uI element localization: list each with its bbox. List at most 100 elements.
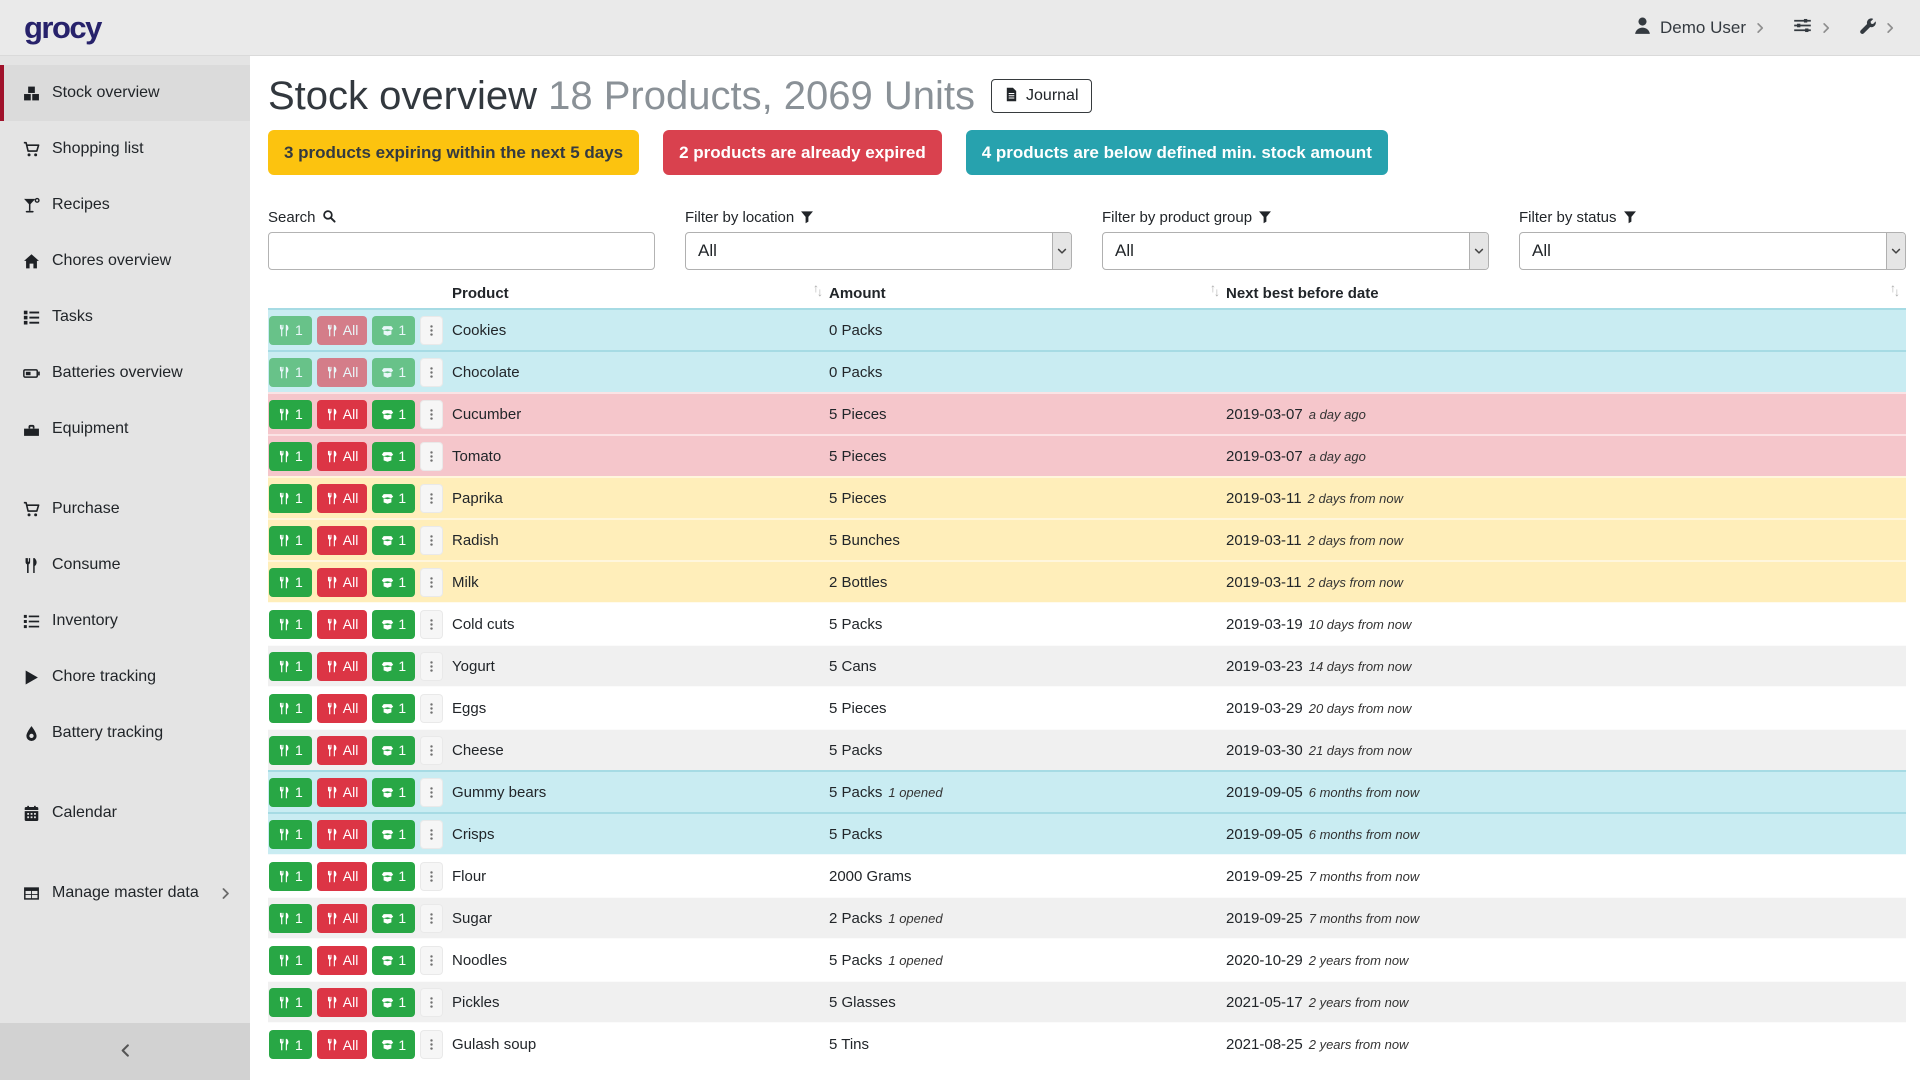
- open-one-button[interactable]: 1: [372, 1030, 415, 1059]
- journal-button[interactable]: Journal: [991, 79, 1091, 113]
- consume-one-button[interactable]: 1: [269, 652, 312, 681]
- open-one-button[interactable]: 1: [372, 652, 415, 681]
- sidebar-item-stock-overview[interactable]: Stock overview: [0, 65, 250, 121]
- sidebar-item-manage-master-data[interactable]: Manage master data: [0, 865, 250, 921]
- more-actions-button[interactable]: [420, 316, 443, 345]
- sidebar-item-purchase[interactable]: Purchase: [0, 481, 250, 537]
- more-actions-button[interactable]: [420, 526, 443, 555]
- consume-all-button[interactable]: All: [317, 904, 368, 933]
- consume-all-button[interactable]: All: [317, 862, 368, 891]
- sidebar-item-battery-tracking[interactable]: Battery tracking: [0, 705, 250, 761]
- consume-one-button[interactable]: 1: [269, 442, 312, 471]
- more-actions-button[interactable]: [420, 484, 443, 513]
- open-one-button[interactable]: 1: [372, 988, 415, 1017]
- open-one-button[interactable]: 1: [372, 694, 415, 723]
- column-header-next-best-before-date[interactable]: Next best before date↑↓: [1226, 282, 1906, 309]
- consume-all-button[interactable]: All: [317, 526, 368, 555]
- consume-one-button[interactable]: 1: [269, 316, 312, 345]
- more-actions-button[interactable]: [420, 358, 443, 387]
- consume-one-button[interactable]: 1: [269, 484, 312, 513]
- consume-one-button[interactable]: 1: [269, 778, 312, 807]
- open-one-button[interactable]: 1: [372, 484, 415, 513]
- consume-one-button[interactable]: 1: [269, 862, 312, 891]
- more-actions-button[interactable]: [420, 778, 443, 807]
- consume-all-button[interactable]: All: [317, 946, 368, 975]
- consume-one-button[interactable]: 1: [269, 1030, 312, 1059]
- open-one-button[interactable]: 1: [372, 526, 415, 555]
- consume-all-button[interactable]: All: [317, 358, 368, 387]
- sidebar-item-calendar[interactable]: Calendar: [0, 785, 250, 841]
- more-actions-button[interactable]: [420, 820, 443, 849]
- consume-all-button[interactable]: All: [317, 694, 368, 723]
- consume-all-button[interactable]: All: [317, 736, 368, 765]
- open-one-button[interactable]: 1: [372, 778, 415, 807]
- consume-all-button[interactable]: All: [317, 652, 368, 681]
- sidebar-collapse-button[interactable]: [0, 1023, 250, 1080]
- more-actions-button[interactable]: [420, 946, 443, 975]
- danger-badge[interactable]: 2 products are already expired: [663, 130, 942, 175]
- more-actions-button[interactable]: [420, 862, 443, 891]
- more-actions-button[interactable]: [420, 400, 443, 429]
- consume-one-button[interactable]: 1: [269, 736, 312, 765]
- consume-all-button[interactable]: All: [317, 1030, 368, 1059]
- more-actions-button[interactable]: [420, 610, 443, 639]
- consume-all-button[interactable]: All: [317, 400, 368, 429]
- user-menu[interactable]: Demo User: [1633, 16, 1766, 39]
- more-actions-button[interactable]: [420, 736, 443, 765]
- warning-badge[interactable]: 3 products expiring within the next 5 da…: [268, 130, 639, 175]
- search-input[interactable]: [268, 232, 655, 270]
- more-actions-button[interactable]: [420, 652, 443, 681]
- admin-menu[interactable]: [1859, 18, 1896, 38]
- filter-by-status-select[interactable]: All: [1519, 232, 1906, 270]
- sidebar-item-chore-tracking[interactable]: Chore tracking: [0, 649, 250, 705]
- consume-all-button[interactable]: All: [317, 316, 368, 345]
- consume-all-button[interactable]: All: [317, 568, 368, 597]
- sidebar-item-consume[interactable]: Consume: [0, 537, 250, 593]
- sidebar-item-equipment[interactable]: Equipment: [0, 401, 250, 457]
- consume-all-button[interactable]: All: [317, 988, 368, 1017]
- open-one-button[interactable]: 1: [372, 568, 415, 597]
- settings-menu[interactable]: [1793, 16, 1832, 39]
- open-one-button[interactable]: 1: [372, 358, 415, 387]
- info-badge[interactable]: 4 products are below defined min. stock …: [966, 130, 1388, 175]
- sidebar-item-chores-overview[interactable]: Chores overview: [0, 233, 250, 289]
- consume-one-button[interactable]: 1: [269, 946, 312, 975]
- consume-one-button[interactable]: 1: [269, 988, 312, 1017]
- more-actions-button[interactable]: [420, 904, 443, 933]
- consume-all-button[interactable]: All: [317, 820, 368, 849]
- open-one-button[interactable]: 1: [372, 820, 415, 849]
- consume-one-button[interactable]: 1: [269, 610, 312, 639]
- consume-all-button[interactable]: All: [317, 442, 368, 471]
- consume-one-button[interactable]: 1: [269, 526, 312, 555]
- consume-all-button[interactable]: All: [317, 610, 368, 639]
- more-actions-button[interactable]: [420, 988, 443, 1017]
- more-actions-button[interactable]: [420, 1030, 443, 1059]
- open-one-button[interactable]: 1: [372, 862, 415, 891]
- open-one-button[interactable]: 1: [372, 400, 415, 429]
- open-one-button[interactable]: 1: [372, 316, 415, 345]
- column-header-amount[interactable]: Amount↑↓: [829, 282, 1226, 309]
- consume-all-button[interactable]: All: [317, 778, 368, 807]
- filter-by-product-group-select[interactable]: All: [1102, 232, 1489, 270]
- column-header-product[interactable]: Product↑↓: [452, 282, 829, 309]
- open-one-button[interactable]: 1: [372, 442, 415, 471]
- sidebar-item-batteries-overview[interactable]: Batteries overview: [0, 345, 250, 401]
- sidebar-item-inventory[interactable]: Inventory: [0, 593, 250, 649]
- more-actions-button[interactable]: [420, 442, 443, 471]
- consume-one-button[interactable]: 1: [269, 694, 312, 723]
- open-one-button[interactable]: 1: [372, 610, 415, 639]
- sidebar-item-recipes[interactable]: Recipes: [0, 177, 250, 233]
- sidebar-item-tasks[interactable]: Tasks: [0, 289, 250, 345]
- open-one-button[interactable]: 1: [372, 904, 415, 933]
- consume-one-button[interactable]: 1: [269, 568, 312, 597]
- consume-one-button[interactable]: 1: [269, 904, 312, 933]
- filter-by-location-select[interactable]: All: [685, 232, 1072, 270]
- more-actions-button[interactable]: [420, 568, 443, 597]
- more-actions-button[interactable]: [420, 694, 443, 723]
- sidebar-item-shopping-list[interactable]: Shopping list: [0, 121, 250, 177]
- consume-one-button[interactable]: 1: [269, 400, 312, 429]
- consume-one-button[interactable]: 1: [269, 358, 312, 387]
- app-logo[interactable]: grocy: [24, 10, 101, 46]
- open-one-button[interactable]: 1: [372, 946, 415, 975]
- consume-one-button[interactable]: 1: [269, 820, 312, 849]
